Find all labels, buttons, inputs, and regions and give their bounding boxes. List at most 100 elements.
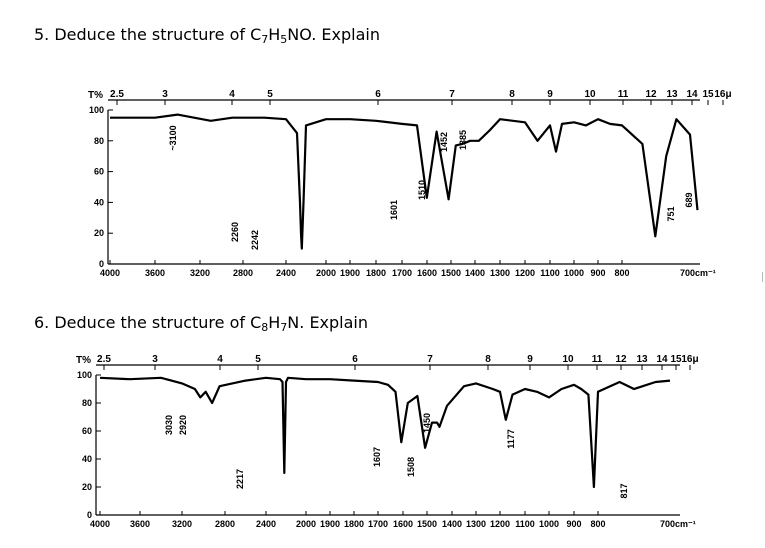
x-tick-label: 1400	[465, 268, 485, 278]
x-tick-label: 4000	[90, 519, 110, 529]
micron-tick-label: 8	[509, 89, 515, 100]
micron-tick-label: 10	[584, 89, 596, 100]
peak-label: 1385	[458, 130, 468, 150]
y-tick-label: 80	[94, 136, 104, 146]
micron-tick-label: 2.5	[110, 89, 124, 100]
y-tick-label: 100	[77, 370, 92, 380]
x-tick-label: 1600	[393, 519, 413, 529]
peak-label: 689	[684, 192, 694, 207]
x-tick-label: 3200	[172, 519, 192, 529]
peak-label: 2260	[230, 222, 240, 242]
peak-label: 2920	[178, 415, 188, 435]
micron-tick-label: 5	[255, 354, 261, 365]
micron-tick-label: 11	[618, 89, 629, 100]
y-tick-label: 0	[87, 510, 92, 520]
question-6-text: 6. Deduce the structure of C	[34, 313, 262, 332]
y-tick-label: 60	[82, 426, 92, 436]
micron-tick-label: 15	[702, 89, 714, 100]
x-unit-label: 700cm⁻¹	[680, 268, 716, 278]
micron-tick-label: 5	[267, 89, 273, 100]
peak-label: 1607	[372, 447, 382, 467]
x-tick-label: 1800	[344, 519, 364, 529]
micron-tick-label: 15	[670, 354, 682, 365]
micron-tick-label: 4	[229, 89, 235, 100]
y-tick-label: 60	[94, 167, 104, 177]
question-6: 6. Deduce the structure of C8H7N. Explai…	[34, 313, 369, 334]
y-tick-label: 0	[99, 259, 104, 269]
micron-tick-label: 16μ	[681, 354, 698, 365]
micron-tick-label: 2.5	[97, 354, 111, 365]
x-tick-label: 3600	[130, 519, 150, 529]
peak-label: 751	[666, 206, 676, 221]
y-tick-label: 40	[82, 454, 92, 464]
peak-label: 1601	[389, 200, 399, 220]
x-tick-label: 2400	[276, 268, 296, 278]
x-tick-label: 1100	[515, 519, 535, 529]
micron-tick-label: 14	[686, 89, 698, 100]
x-tick-label: 1000	[564, 268, 584, 278]
x-tick-label: 900	[590, 268, 605, 278]
y-axis-title: T%	[88, 90, 103, 101]
peak-label: 1177	[506, 429, 516, 449]
x-tick-label: 1100	[540, 268, 560, 278]
y-tick-label: 20	[82, 482, 92, 492]
x-tick-label: 1300	[466, 519, 486, 529]
y-tick-label: 40	[94, 197, 104, 207]
x-tick-label: 1300	[490, 268, 510, 278]
micron-tick-label: 14	[656, 354, 668, 365]
x-tick-label: 2000	[296, 519, 316, 529]
y-tick-label: 100	[89, 105, 104, 115]
x-tick-label: 1800	[366, 268, 386, 278]
micron-tick-label: 12	[645, 89, 657, 100]
peak-label: 3030	[164, 415, 174, 435]
peak-label: ~3100	[168, 125, 178, 150]
y-tick-label: 20	[94, 228, 104, 238]
x-tick-label: 800	[590, 519, 605, 529]
x-tick-label: 1500	[417, 519, 437, 529]
peak-label: 2217	[235, 469, 245, 489]
micron-tick-label: 6	[352, 354, 358, 365]
spectrum-trace	[99, 376, 671, 489]
question-5: 5. Deduce the structure of C7H5NO. Expla…	[34, 25, 380, 46]
micron-tick-label: 3	[162, 89, 168, 100]
peak-label: 1452	[439, 132, 449, 152]
x-tick-label: 1700	[368, 519, 388, 529]
q5-sub-5: 5	[280, 33, 288, 46]
x-tick-label: 3600	[145, 268, 165, 278]
x-unit-label: 700cm⁻¹	[660, 519, 696, 529]
x-tick-label: 900	[566, 519, 581, 529]
x-tick-label: 1400	[442, 519, 462, 529]
micron-tick-label: 9	[547, 89, 553, 100]
spectrum-trace	[110, 113, 699, 250]
peak-label: 1450	[422, 413, 432, 433]
x-tick-label: 4000	[100, 268, 120, 278]
micron-tick-label: 8	[485, 354, 491, 365]
peak-label: 2242	[250, 230, 260, 250]
ir-spectrum-c7h5no: 100 80 60 40 20 0 T% 4000 3600 3200 2800 2400 2000 19…	[88, 89, 732, 278]
x-tick-label: 1500	[441, 268, 461, 278]
x-tick-label: 1900	[320, 519, 340, 529]
micron-tick-label: 4	[217, 354, 223, 365]
micron-tick-label: 12	[615, 354, 627, 365]
x-tick-label: 1000	[539, 519, 559, 529]
micron-tick-label: 11	[592, 354, 603, 365]
micron-tick-label: 13	[636, 354, 648, 365]
micron-tick-label: 7	[427, 354, 433, 365]
peak-label: 817	[619, 483, 629, 498]
q5-sub-7: 7	[261, 33, 269, 46]
micron-tick-label: 10	[562, 354, 574, 365]
y-axis-title: T%	[76, 355, 91, 366]
x-tick-label: 2800	[233, 268, 253, 278]
scan-edge-mark	[762, 272, 763, 282]
question-5-text: 5. Deduce the structure of C	[34, 25, 262, 44]
q6-sub-7: 7	[280, 321, 288, 334]
ir-spectrum-c8h7n: 100 80 60 40 20 0 T% 4000 3600 3200 2800 2400 2000 19…	[76, 354, 699, 529]
micron-tick-label: 3	[152, 354, 158, 365]
x-tick-label: 1600	[417, 268, 437, 278]
x-tick-label: 2400	[256, 519, 276, 529]
x-tick-label: 1200	[515, 268, 535, 278]
x-tick-label: 1900	[340, 268, 360, 278]
x-tick-label: 2800	[215, 519, 235, 529]
micron-tick-label: 13	[666, 89, 678, 100]
micron-tick-label: 6	[375, 89, 381, 100]
